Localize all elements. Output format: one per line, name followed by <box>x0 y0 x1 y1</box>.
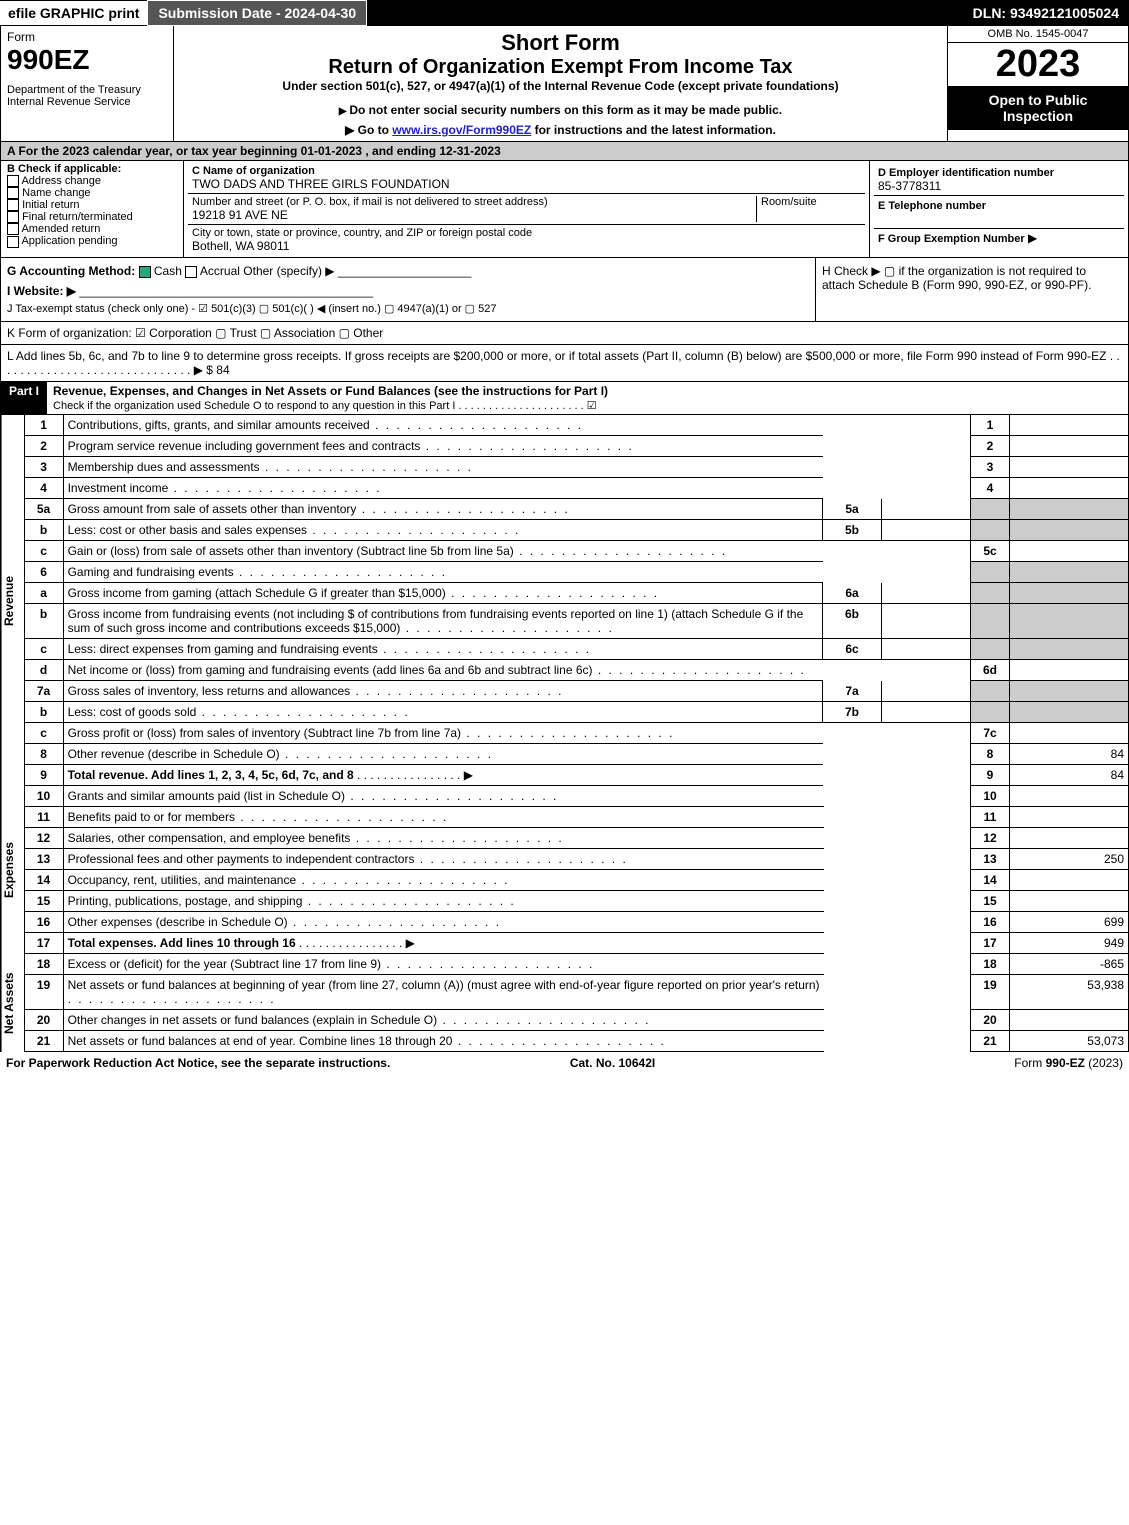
efile-label[interactable]: efile GRAPHIC print <box>0 1 147 25</box>
section-h: H Check ▶ ▢ if the organization is not r… <box>816 258 1128 321</box>
section-k: K Form of organization: ☑ Corporation ▢ … <box>0 322 1129 345</box>
amended-return[interactable]: Amended return <box>7 223 177 235</box>
final-return[interactable]: Final return/terminated <box>7 211 177 223</box>
irs-link[interactable]: www.irs.gov/Form990EZ <box>392 123 531 137</box>
form-number: 990EZ <box>7 44 167 76</box>
revenue-table: 1Contributions, gifts, grants, and simil… <box>24 415 1129 786</box>
topbar: efile GRAPHIC print Submission Date - 20… <box>0 0 1129 26</box>
form-header: Form 990EZ Department of the Treasury In… <box>0 26 1129 142</box>
expenses-label: Expenses <box>1 786 24 954</box>
omb: OMB No. 1545-0047 <box>948 26 1128 43</box>
ssn-warning: Do not enter social security numbers on … <box>178 103 943 117</box>
group-exempt: F Group Exemption Number <box>878 233 1025 245</box>
city: Bothell, WA 98011 <box>192 239 861 253</box>
footer: For Paperwork Reduction Act Notice, see … <box>0 1052 1129 1074</box>
section-l: L Add lines 5b, 6c, and 7b to line 9 to … <box>0 345 1129 382</box>
submission-date: Submission Date - 2024-04-30 <box>147 0 367 26</box>
part-i-header: Part I Revenue, Expenses, and Changes in… <box>0 382 1129 415</box>
app-pending[interactable]: Application pending <box>7 235 177 247</box>
initial-return[interactable]: Initial return <box>7 199 177 211</box>
cash-check[interactable] <box>139 266 151 278</box>
section-bcd: B Check if applicable: Address change Na… <box>0 161 1129 258</box>
accrual-check[interactable] <box>185 266 197 278</box>
room-suite: Room/suite <box>756 196 861 222</box>
phone-label: E Telephone number <box>878 200 986 212</box>
dln: DLN: 93492121005024 <box>963 1 1129 25</box>
org-name: TWO DADS AND THREE GIRLS FOUNDATION <box>192 177 861 191</box>
name-change[interactable]: Name change <box>7 187 177 199</box>
website: I Website: ▶ <box>7 284 76 298</box>
street: 19218 91 AVE NE <box>192 208 756 222</box>
tax-year: 2023 <box>948 43 1128 86</box>
cat-no: Cat. No. 10642I <box>570 1056 655 1070</box>
open-inspection: Open to Public Inspection <box>948 86 1128 130</box>
tax-exempt-status: J Tax-exempt status (check only one) - ☑… <box>7 302 809 315</box>
section-a: A For the 2023 calendar year, or tax yea… <box>0 142 1129 161</box>
return-title: Return of Organization Exempt From Incom… <box>178 56 943 79</box>
goto-line: ▶ Go to www.irs.gov/Form990EZ for instru… <box>178 123 943 137</box>
section-c: C Name of organization TWO DADS AND THRE… <box>184 161 870 257</box>
irs: Internal Revenue Service <box>7 96 167 108</box>
dept: Department of the Treasury <box>7 84 167 96</box>
section-d: D Employer identification number 85-3778… <box>870 161 1128 257</box>
short-form: Short Form <box>178 30 943 56</box>
revenue-label: Revenue <box>1 415 24 786</box>
form-label: Form <box>7 30 167 44</box>
ein: 85-3778311 <box>878 179 941 193</box>
netassets-label: Net Assets <box>1 954 24 1052</box>
netassets-table: 18Excess or (deficit) for the year (Subt… <box>24 954 1129 1052</box>
section-gh: G Accounting Method: Cash Accrual Other … <box>0 258 1129 322</box>
expenses-table: 10Grants and similar amounts paid (list … <box>24 786 1129 954</box>
section-b: B Check if applicable: Address change Na… <box>1 161 184 257</box>
under-section: Under section 501(c), 527, or 4947(a)(1)… <box>178 79 943 93</box>
addr-change[interactable]: Address change <box>7 175 177 187</box>
